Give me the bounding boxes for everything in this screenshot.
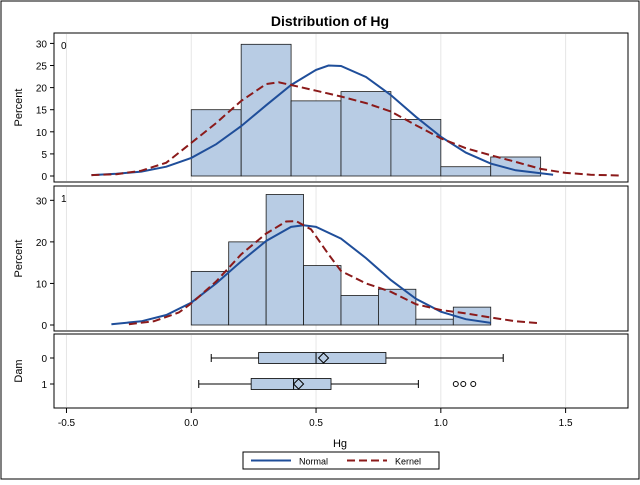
panel-group-label: 1: [61, 194, 67, 205]
panel-frame: [53, 185, 629, 332]
histogram-bar: [290, 100, 342, 177]
histogram-bar: [340, 91, 392, 177]
histogram-bar: [228, 241, 267, 326]
x-axis-label: Hg: [333, 438, 347, 450]
legend-label: Normal: [299, 457, 328, 467]
panel-group-label: 0: [61, 41, 67, 52]
kernel-density-curve: [128, 220, 541, 326]
x-tick-label: 0.0: [184, 418, 198, 429]
y-tick-label: 10: [36, 128, 48, 139]
histogram-bar: [440, 166, 492, 177]
y-tick-label: 0: [41, 321, 47, 332]
y-tick-label: 30: [36, 196, 48, 207]
y-axis-label: Dam: [13, 359, 25, 382]
x-tick-label: 0.5: [309, 418, 323, 429]
histogram-bar: [240, 43, 292, 177]
x-tick-label: -0.5: [58, 418, 76, 429]
box-group-label: 0: [41, 354, 47, 365]
box-outlier: [452, 381, 459, 387]
box-mean-marker: [292, 378, 305, 390]
y-axis-label: Percent: [13, 89, 25, 127]
histogram-bar: [340, 295, 379, 326]
legend-box: [242, 451, 440, 470]
histogram-bar: [265, 194, 304, 326]
y-tick-label: 25: [36, 62, 48, 73]
y-tick-label: 10: [36, 279, 48, 290]
histogram-bar: [303, 265, 342, 326]
y-tick-label: 30: [36, 39, 48, 50]
y-tick-label: 5: [41, 150, 47, 161]
box-outlier: [470, 381, 477, 387]
y-tick-label: 0: [41, 172, 47, 183]
y-tick-label: 20: [36, 84, 48, 95]
normal-density-curve: [91, 64, 554, 177]
y-axis-label: Percent: [13, 240, 25, 278]
y-tick-label: 15: [36, 106, 48, 117]
y-tick-label: 20: [36, 238, 48, 249]
legend-label: Kernel: [395, 457, 421, 467]
box-iqr: [250, 378, 332, 390]
box-mean-marker: [317, 352, 330, 364]
kernel-density-curve: [91, 81, 621, 177]
panel-frame: [53, 333, 629, 409]
histogram-bar: [415, 318, 454, 326]
histogram-bar: [390, 119, 442, 177]
chart-title: Distribution of Hg: [271, 13, 389, 29]
box-outlier: [460, 381, 467, 387]
x-tick-label: 1.5: [559, 418, 573, 429]
histogram-bar: [190, 109, 242, 177]
box-group-label: 1: [41, 380, 47, 391]
x-tick-label: 1.0: [434, 418, 448, 429]
panel-frame: [53, 32, 629, 183]
